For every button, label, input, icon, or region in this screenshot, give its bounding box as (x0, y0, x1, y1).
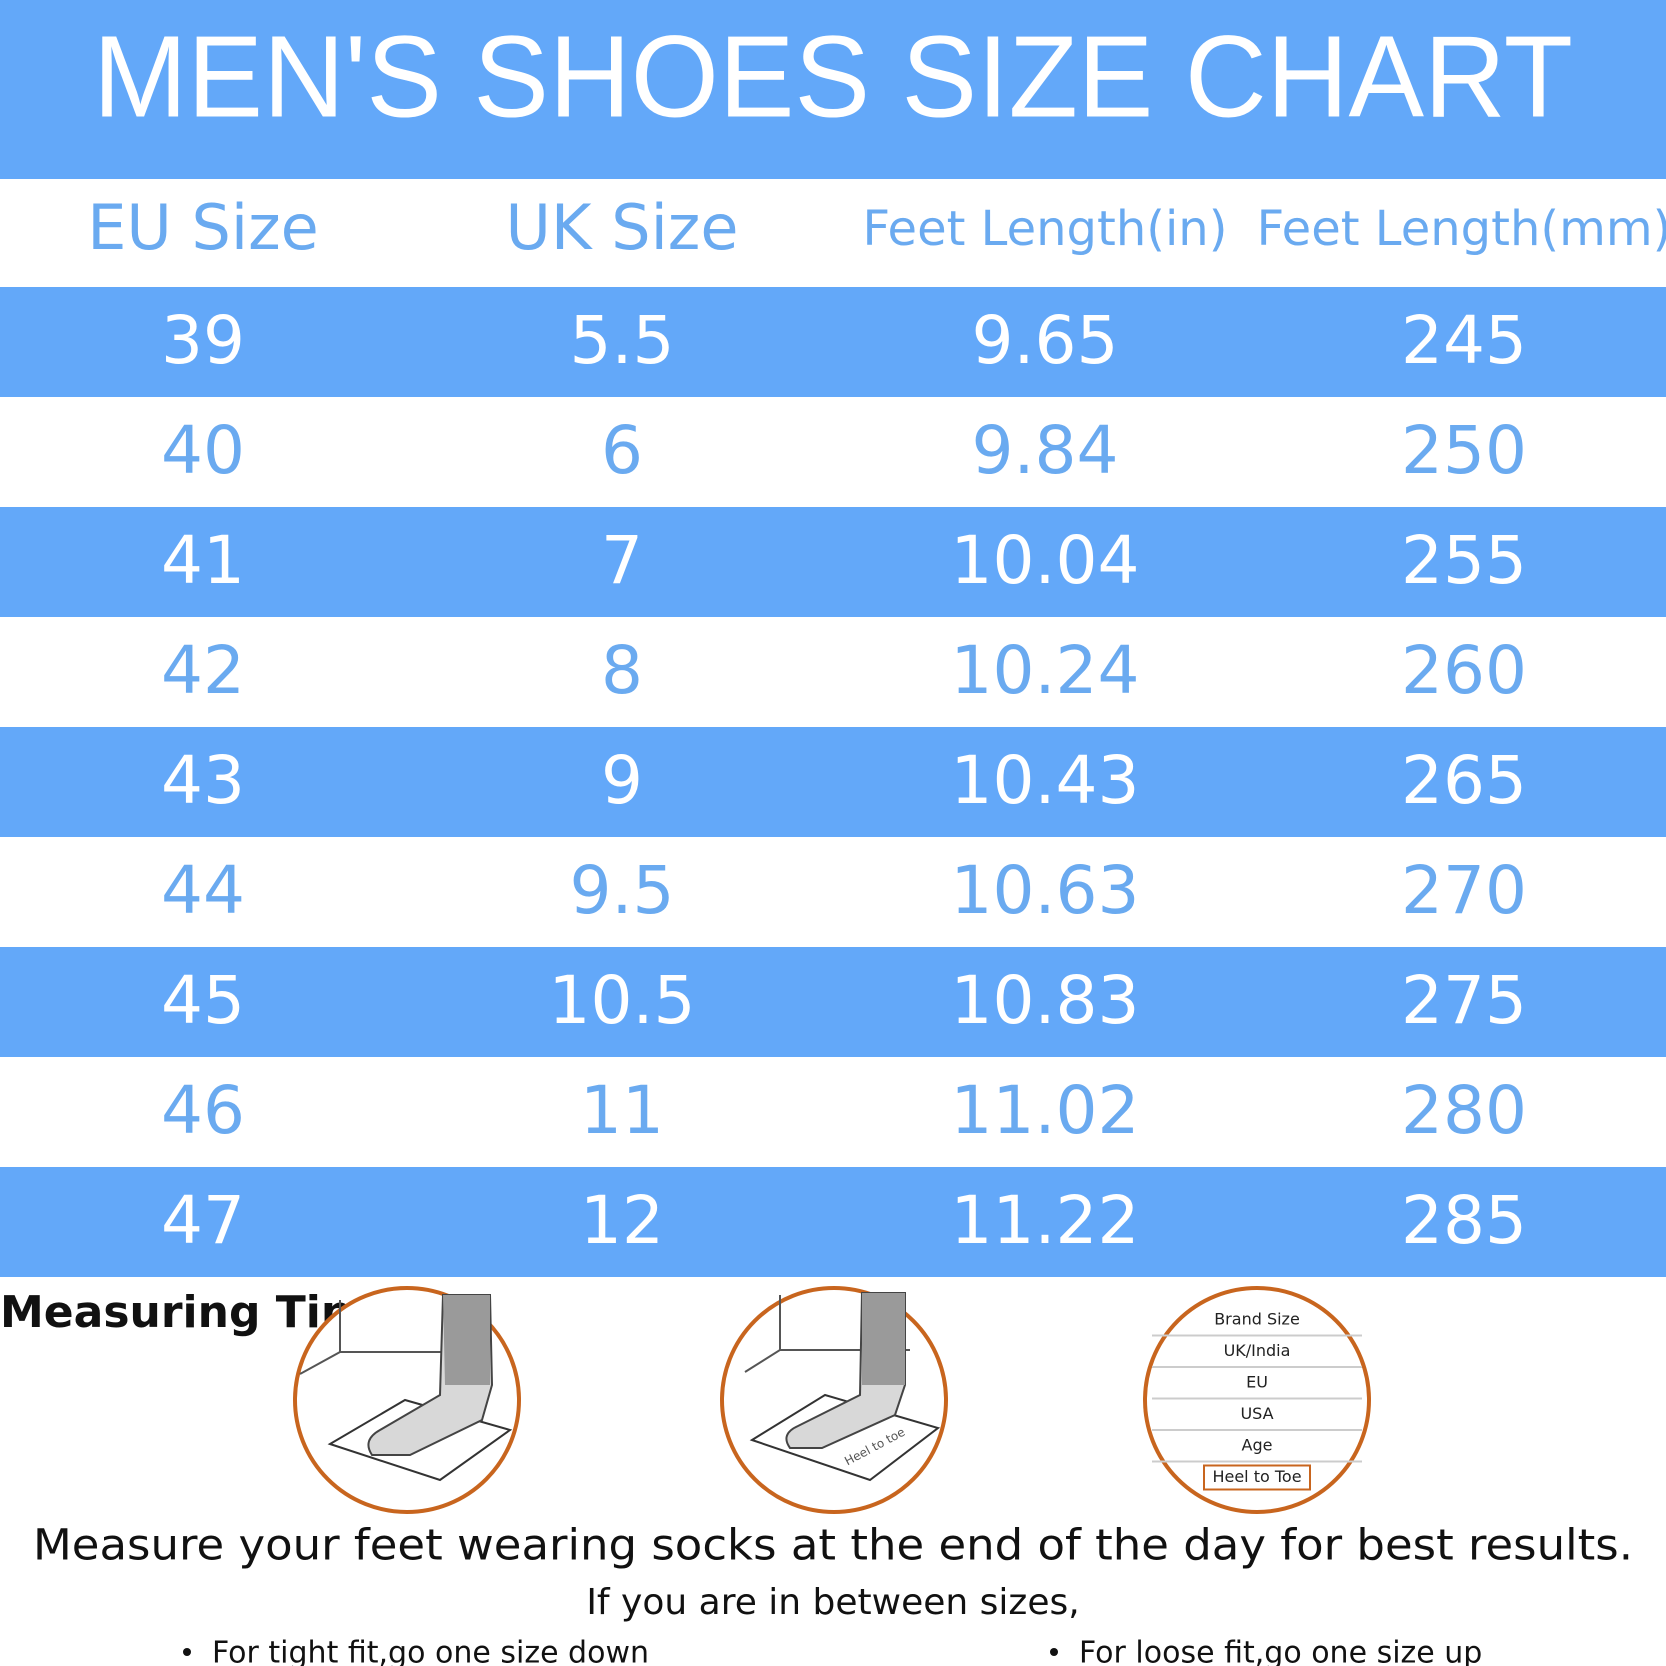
cell: 285 (1401, 1182, 1527, 1259)
column-header: EU Size (87, 191, 319, 264)
cell: 5.5 (570, 302, 675, 379)
cell: 10.04 (951, 522, 1140, 599)
cell: 275 (1401, 962, 1527, 1039)
row-band (0, 727, 1666, 837)
illustration-foot-on-mat: Heel to toe (720, 1286, 948, 1514)
illustration-size-card: Brand Size UK/India EU USA Age Heel to Toe (1143, 1286, 1371, 1514)
column-header: UK Size (505, 191, 738, 264)
illustration-foot-standing (293, 1286, 521, 1514)
cell: 11.22 (951, 1182, 1140, 1259)
cell: 43 (161, 742, 245, 819)
cell: 10.63 (951, 852, 1140, 929)
size-table: EU Size UK Size Feet Length(in) Feet Length… (0, 191, 1666, 1277)
row-band (0, 507, 1666, 617)
cell: 11.02 (951, 1072, 1140, 1149)
cell: 39 (161, 302, 245, 379)
footer-tip: For tight fit,go one size down (212, 1636, 649, 1666)
title-band (0, 0, 1666, 179)
cell: 45 (161, 962, 245, 1039)
cell: 41 (161, 522, 245, 599)
cell: 280 (1401, 1072, 1527, 1149)
cell: 270 (1401, 852, 1527, 929)
cell: 260 (1401, 632, 1527, 709)
footer-between: If you are in between sizes, (586, 1582, 1079, 1623)
cell: 6 (601, 412, 643, 489)
card-label: UK/India (1224, 1341, 1291, 1360)
cell: 12 (580, 1182, 664, 1259)
cell: 9.5 (570, 852, 675, 929)
cell: 9.65 (972, 302, 1119, 379)
row-band (0, 1167, 1666, 1277)
cell: 10.43 (951, 742, 1140, 819)
cell: 10.83 (951, 962, 1140, 1039)
cell: 9 (601, 742, 643, 819)
card-label: USA (1240, 1404, 1273, 1423)
column-header: Feet Length(in) (863, 201, 1228, 257)
column-header: Feet Length(mm) (1257, 201, 1666, 257)
cell: 47 (161, 1182, 245, 1259)
cell: 46 (161, 1072, 245, 1149)
card-label: EU (1246, 1373, 1268, 1392)
cell: 7 (601, 522, 643, 599)
cell: 11 (580, 1072, 664, 1149)
cell: 245 (1401, 302, 1527, 379)
cell: 255 (1401, 522, 1527, 599)
card-label: Age (1242, 1436, 1273, 1455)
cell: 265 (1401, 742, 1527, 819)
card-highlight (1203, 1464, 1311, 1491)
cell: 8 (601, 632, 643, 709)
cell: 9.84 (972, 412, 1119, 489)
footer-tip: For loose fit,go one size up (1079, 1636, 1482, 1666)
measuring-tip-title: Measuring Tip (0, 1287, 352, 1338)
cell: 40 (161, 412, 245, 489)
cell: 10.5 (549, 962, 696, 1039)
bullet (183, 1648, 191, 1656)
row-band (0, 947, 1666, 1057)
cell: 42 (161, 632, 245, 709)
card-label: Heel to Toe (1212, 1467, 1301, 1486)
cell: 10.24 (951, 632, 1140, 709)
row-band (0, 287, 1666, 397)
bullet (1050, 1648, 1058, 1656)
footer-note: Measure your feet wearing socks at the e… (33, 1521, 1633, 1571)
title: MEN'S SHOES SIZE CHART (93, 12, 1573, 142)
cell: 44 (161, 852, 245, 929)
cell: 250 (1401, 412, 1527, 489)
card-label: Brand Size (1214, 1310, 1300, 1329)
